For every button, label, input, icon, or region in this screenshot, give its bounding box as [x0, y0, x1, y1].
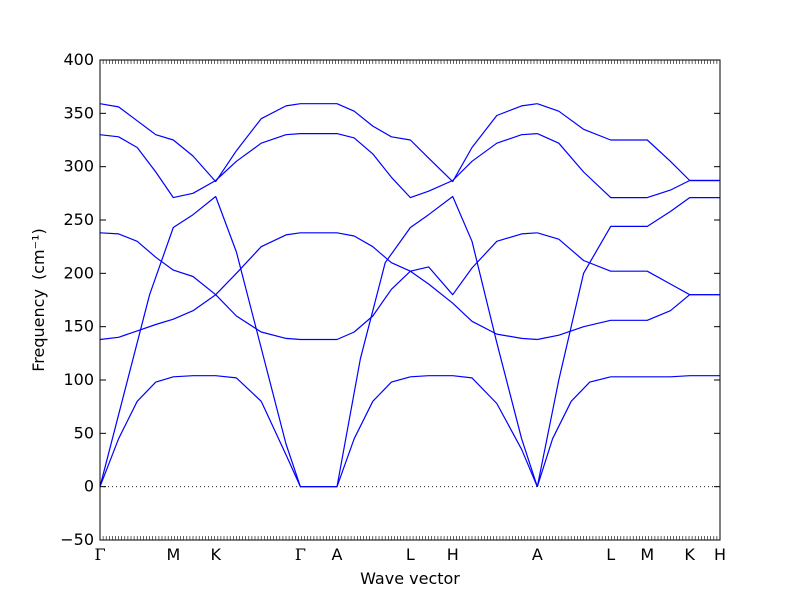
y-tick-label: 300 [63, 157, 94, 176]
y-tick-label: 100 [63, 370, 94, 389]
plot-frame [99, 59, 721, 541]
x-tick-label-Γ: Γ [295, 545, 306, 564]
x-tick-label-A: A [332, 545, 343, 564]
phonon-branch-4 [99, 232, 538, 341]
x-tick-label-K: K [684, 545, 695, 564]
x-tick-label-Γ: Γ [94, 545, 105, 564]
x-tick-label-M: M [166, 545, 180, 564]
x-tick-label-M: M [640, 545, 654, 564]
phonon-branch-3 [99, 232, 538, 341]
y-tick-label: 150 [63, 317, 94, 336]
y-tick-label: −50 [60, 530, 94, 549]
phonon-branch-1 [99, 375, 538, 488]
y-axis-title: Frequency (cm⁻¹) [29, 228, 48, 371]
x-tick-label-L: L [406, 545, 415, 564]
x-tick-label-K: K [210, 545, 221, 564]
phonon-branch-10 [537, 294, 720, 341]
y-tick-label: 200 [63, 263, 94, 282]
y-tick-label: 0 [84, 477, 94, 496]
x-tick-label-H: H [714, 545, 726, 564]
y-tick-label: 350 [63, 103, 94, 122]
y-tick-label: 250 [63, 210, 94, 229]
phonon-branch-2 [99, 195, 538, 488]
phonon-branch-8 [536, 197, 720, 487]
x-tick-label-L: L [606, 545, 615, 564]
plot-area [99, 103, 720, 488]
x-axis-title: Wave vector [360, 569, 460, 588]
phonon-branch-12 [537, 103, 720, 182]
phonon-branch-6 [99, 103, 538, 183]
x-tick-label-H: H [447, 545, 459, 564]
x-tick-label-A: A [532, 545, 543, 564]
phonon-branch-11 [537, 133, 720, 199]
y-axis-title-main: Frequency [29, 289, 48, 372]
y-axis-title-unit: (cm⁻¹) [29, 228, 48, 280]
y-tick-label: 400 [63, 50, 94, 69]
phonon-branch-7 [536, 375, 720, 487]
y-tick-label: 50 [74, 423, 94, 442]
axis-labels: Wave vector Frequency (cm⁻¹) [29, 228, 460, 588]
phonon-branch-9 [537, 232, 720, 296]
phonon-branch-5 [99, 133, 538, 199]
